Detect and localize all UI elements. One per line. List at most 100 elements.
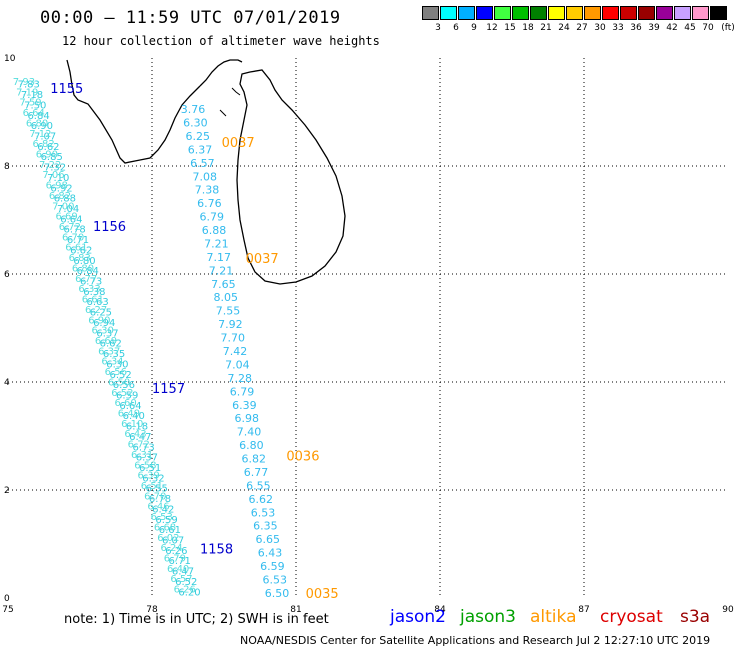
x-tick-label: 75 [2, 605, 13, 615]
altika-swh-value: 7.42 [223, 345, 248, 358]
jason-swh-value: 6.02 [157, 533, 179, 544]
jason-swh-value: 6.47 [172, 567, 194, 578]
scale-label: 70 [702, 23, 714, 33]
jason-swh-value: 6.71 [169, 556, 191, 567]
jason-swh-value: 6.61 [65, 243, 87, 254]
coastline-india [66, 59, 201, 164]
x-tick-label: 87 [578, 605, 589, 615]
jason-swh-value: 6.61 [159, 525, 181, 536]
jason-swh-value: 6.46 [147, 502, 169, 513]
jason-swh-value: 6.80 [26, 118, 48, 129]
jason-swh-value: 6.88 [54, 194, 76, 205]
scale-label: 6 [453, 23, 459, 33]
jason-swh-value: 6.38 [83, 287, 105, 298]
scale-swatch [494, 6, 511, 20]
jason-swh-value: 6.82 [32, 139, 54, 150]
altika-swh-value: 6.82 [241, 453, 266, 466]
coastline-srilanka [236, 69, 346, 285]
jason-swh-value: 6.64 [119, 401, 141, 412]
jason-swh-value: 6.69 [95, 336, 117, 347]
legend-item-jason3: jason3 [460, 607, 516, 627]
jason-swh-value: 6.64 [60, 214, 82, 225]
scale-label: 15 [504, 23, 516, 33]
altika-swh-value: 6.53 [251, 506, 275, 519]
jason-swh-value: 6.52 [109, 370, 131, 381]
legend-item-s3a: s3a [680, 607, 711, 627]
jason-swh-value: 6.53 [151, 512, 173, 523]
altika-swh-value: 7.70 [220, 332, 245, 345]
jason-swh-value: 6.78 [64, 225, 86, 236]
y-tick-label: 10 [4, 54, 16, 64]
altika-swh-value: 6.80 [239, 439, 264, 452]
altika-swh-value: 7.28 [227, 372, 252, 385]
altika-swh-value: 7.65 [211, 278, 236, 291]
jason-swh-value: 6.83 [69, 253, 91, 264]
scale-label: 42 [666, 23, 678, 33]
scale-swatch [620, 6, 637, 20]
altika-swh-value: 7.40 [237, 426, 261, 439]
altika-swh-value: 6.62 [248, 493, 273, 506]
jason-swh-value: 6.84 [77, 266, 99, 277]
jason-swh-value: 6.25 [90, 308, 112, 319]
map-title: 00:00 – 11:59 UTC 07/01/2019 [40, 8, 341, 28]
coastline-india-east [199, 59, 243, 87]
altika-swh-value: 6.37 [188, 143, 213, 156]
scale-swatch [440, 6, 457, 20]
jason-swh-value: 6.71 [67, 235, 89, 246]
legend-item-cryosat: cryosat [600, 607, 663, 627]
jason-swh-value: 6.56 [105, 367, 127, 378]
jason-swh-value: 6.43 [124, 429, 146, 440]
x-tick-label: 78 [146, 605, 158, 615]
scale-swatch [566, 6, 583, 20]
jason-swh-value: 6.51 [141, 481, 163, 492]
x-tick-label: 81 [290, 605, 301, 615]
scale-swatch [422, 6, 439, 20]
jason-swh-value: 6.85 [41, 152, 63, 163]
scale-unit: (ft) [721, 23, 735, 33]
jason-swh-value: 7.00 [52, 201, 74, 212]
pass-time-label: 1158 [200, 543, 233, 558]
jason-swh-value: 6.79 [164, 554, 186, 565]
jason-swh-value: 6.69 [55, 212, 77, 223]
scale-swatch [602, 6, 619, 20]
jason-swh-value: 6.30 [92, 326, 114, 337]
jason-swh-value: 6.26 [174, 585, 196, 596]
legend-item-altika: altika [530, 607, 577, 627]
jason-swh-value: 6.33 [78, 284, 100, 295]
legend-item-jason2: jason2 [390, 607, 446, 627]
jason-swh-value: 7.04 [57, 204, 79, 215]
scale-label: 9 [471, 23, 477, 33]
note-text: note: 1) Time is in UTC; 2) SWH is in fe… [64, 612, 329, 627]
scale-swatch [584, 6, 601, 20]
altika-swh-value: 7.08 [192, 170, 217, 183]
jason-swh-value: 6.73 [132, 442, 154, 453]
jason-swh-value: 6.59 [155, 515, 177, 526]
scale-swatch [674, 6, 691, 20]
altika-swh-value: 6.25 [185, 130, 210, 143]
jason-swh-value: 6.26 [165, 546, 187, 557]
jason-swh-value: 6.72 [128, 440, 150, 451]
altika-swh-value: 7.21 [204, 237, 229, 250]
altika-swh-value: 7.21 [209, 264, 234, 277]
x-tick-label: 90 [722, 605, 734, 615]
jason-swh-value: 6.24 [160, 543, 182, 554]
jason-swh-value: 6.78 [149, 494, 171, 505]
jason-swh-value: 6.68 [154, 522, 176, 533]
axis-tick-labels: 75 78 81 84 87 90 10 8 6 4 2 0 [2, 54, 734, 615]
jason-swh-value: 6.57 [170, 574, 192, 585]
altika-swh-value: 7.38 [195, 184, 220, 197]
jason-swh-value: 6.47 [129, 432, 151, 443]
jason-swh-value: 7.22 [39, 160, 61, 171]
altika-swh-value: 6.39 [232, 399, 257, 412]
jason-swh-value: 6.20 [178, 587, 200, 598]
jason-swh-value: 6.82 [49, 191, 71, 202]
jason-swh-value: 6.37 [96, 328, 118, 339]
y-tick-label: 4 [4, 378, 10, 388]
jason-swh-value: 6.84 [27, 111, 49, 122]
jason-swh-value: 6.51 [139, 463, 161, 474]
jason-swh-value: 6.58 [134, 460, 156, 471]
jason-swh-value: 6.52 [175, 577, 197, 588]
jason-swh-value: 6.72 [59, 222, 81, 233]
jason-swh-value: 7.32 [44, 163, 66, 174]
